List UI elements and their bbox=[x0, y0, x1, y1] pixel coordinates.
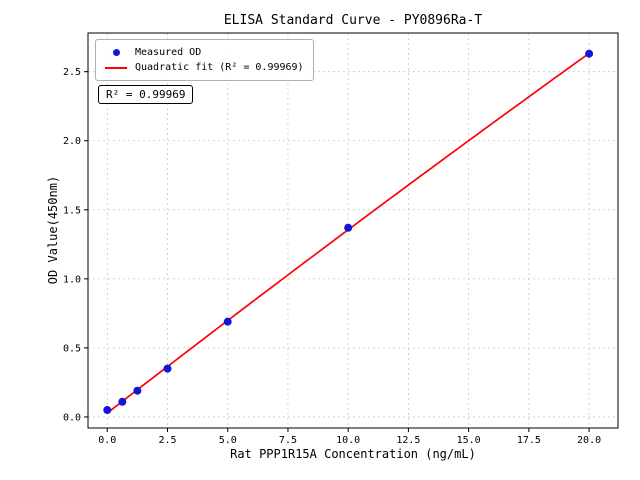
r-squared-annotation: R² = 0.99969 bbox=[98, 85, 194, 104]
legend-label-quadratic-fit: Quadratic fit (R² = 0.99969) bbox=[135, 62, 304, 73]
quadratic-fit-line-icon bbox=[105, 66, 127, 69]
svg-text:10.0: 10.0 bbox=[336, 435, 360, 446]
svg-text:0.0: 0.0 bbox=[63, 412, 81, 423]
svg-text:2.5: 2.5 bbox=[158, 435, 176, 446]
legend-item-quadratic-fit: Quadratic fit (R² = 0.99969) bbox=[103, 60, 304, 75]
plot-layer: 0.0 2.5 5.0 7.5 10.0 12.5 15.0 17.5 20.0 0.0 0.5 1.… bbox=[63, 32, 619, 446]
legend-item-measured-od: Measured OD bbox=[103, 45, 304, 60]
svg-text:0.5: 0.5 bbox=[63, 343, 81, 354]
legend-label-measured-od: Measured OD bbox=[135, 47, 202, 58]
svg-text:2.5: 2.5 bbox=[63, 67, 81, 78]
measured-od-dot-icon bbox=[112, 49, 120, 56]
svg-text:0.0: 0.0 bbox=[98, 435, 116, 446]
legend: Measured OD Quadratic fit (R² = 0.99969) bbox=[95, 39, 314, 81]
svg-text:2.0: 2.0 bbox=[63, 136, 81, 147]
x-axis-label: Rat PPP1R15A Concentration (ng/mL) bbox=[230, 447, 476, 461]
svg-text:5.0: 5.0 bbox=[219, 435, 237, 446]
svg-text:12.5: 12.5 bbox=[396, 435, 420, 446]
svg-text:1.0: 1.0 bbox=[63, 274, 81, 285]
svg-text:17.5: 17.5 bbox=[517, 435, 541, 446]
svg-text:20.0: 20.0 bbox=[577, 435, 601, 446]
chart-title: ELISA Standard Curve - PY0896Ra-T bbox=[224, 13, 482, 28]
svg-text:15.0: 15.0 bbox=[457, 435, 481, 446]
svg-text:7.5: 7.5 bbox=[279, 435, 297, 446]
svg-text:1.5: 1.5 bbox=[63, 205, 81, 216]
y-axis-label: OD Value(450nm) bbox=[46, 176, 60, 284]
